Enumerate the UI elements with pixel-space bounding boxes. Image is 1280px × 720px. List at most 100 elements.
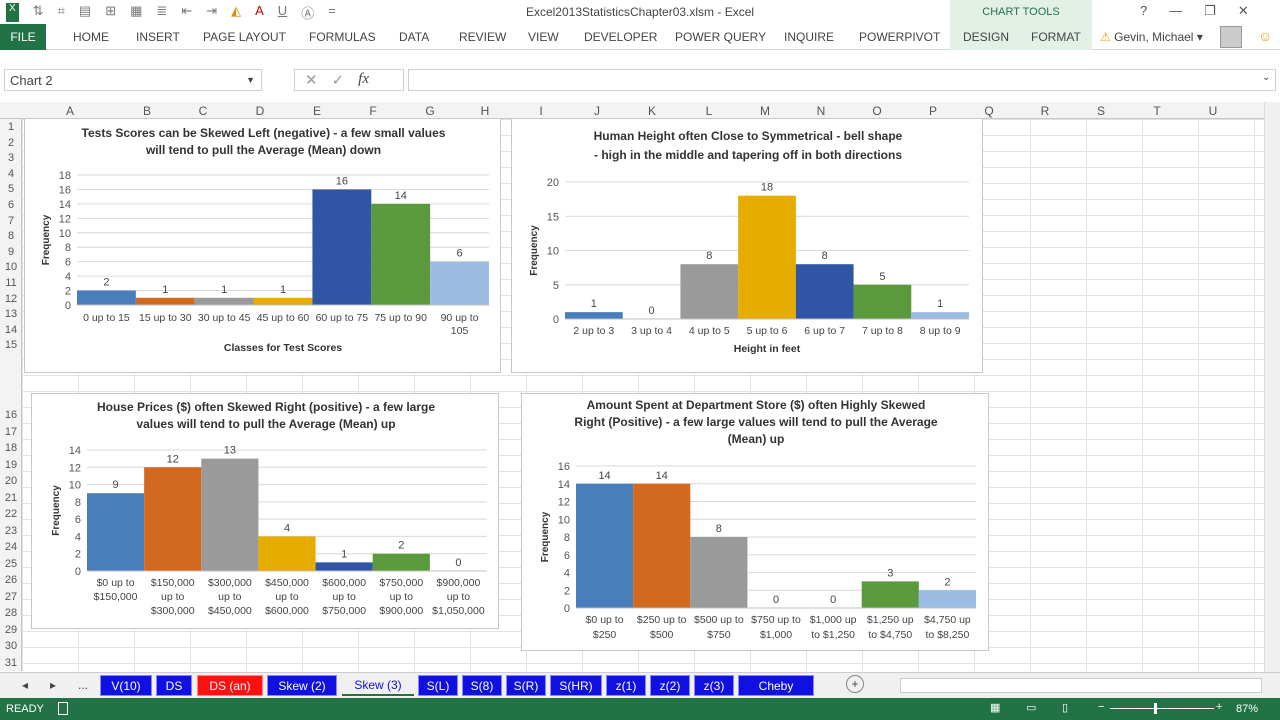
help-button[interactable]: ? <box>1140 3 1148 18</box>
row-header[interactable]: 4 <box>7 167 15 180</box>
row-header[interactable]: 24 <box>4 541 18 553</box>
sheet-tab[interactable]: DS (an) <box>197 675 263 696</box>
row-header[interactable]: 26 <box>4 574 18 586</box>
sheet-tab[interactable]: z(3) <box>694 675 734 696</box>
sheet-tab[interactable]: S(HR) <box>550 675 602 696</box>
row-header[interactable]: 12 <box>4 292 18 305</box>
formula-input[interactable] <box>408 69 1276 91</box>
column-header[interactable]: E <box>312 104 322 118</box>
row-header[interactable]: 31 <box>4 656 18 669</box>
row-header[interactable]: 7 <box>7 214 15 227</box>
record-icon[interactable]: Ⓐ <box>301 6 315 21</box>
row-header[interactable]: 3 <box>7 152 15 165</box>
tab-format[interactable]: FORMAT <box>1031 30 1081 44</box>
bar[interactable] <box>258 536 316 571</box>
row-header[interactable]: 9 <box>7 245 15 258</box>
row-header[interactable]: 5 <box>7 183 15 196</box>
sheet-tab[interactable]: S(R) <box>506 675 546 696</box>
tab-design[interactable]: DESIGN <box>963 30 1010 44</box>
column-header[interactable]: J <box>594 104 600 118</box>
tab-view[interactable]: VIEW <box>528 30 559 44</box>
bar[interactable] <box>576 483 634 608</box>
minimize-button[interactable]: — <box>1169 3 1183 18</box>
name-box[interactable]: Chart 2 ▼ <box>4 69 262 91</box>
bar[interactable] <box>371 203 431 305</box>
tab-powerpivot[interactable]: POWERPIVOT <box>859 30 941 44</box>
row-header[interactable]: 23 <box>4 524 18 537</box>
row-header[interactable]: 22 <box>4 508 18 520</box>
tab-data[interactable]: DATA <box>399 30 430 44</box>
sheet-tab[interactable]: Cheby <box>738 675 814 696</box>
chart-department-store[interactable]: Amount Spent at Department Store ($) oft… <box>521 393 989 651</box>
page-layout-view-icon[interactable]: ▭ <box>1026 702 1037 714</box>
bar[interactable] <box>430 261 489 305</box>
sheet-tab[interactable]: z(1) <box>606 675 646 696</box>
bar[interactable] <box>312 189 372 305</box>
bar[interactable] <box>144 467 202 571</box>
chart-human-height[interactable]: Human Height often Close to Symmetrical … <box>511 118 983 373</box>
row-header[interactable]: 2 <box>7 136 15 149</box>
row-header[interactable]: 11 <box>5 277 17 289</box>
sheet-tab[interactable]: V(10) <box>100 675 152 696</box>
indent-icon[interactable]: ⇤ <box>181 3 193 18</box>
tab-file[interactable]: FILE <box>0 24 46 50</box>
expand-formula-bar-icon[interactable]: ⌄ <box>1262 72 1271 83</box>
cancel-icon[interactable]: ✕ <box>305 72 318 89</box>
horizontal-scrollbar[interactable] <box>900 678 1262 693</box>
bar[interactable] <box>853 284 912 319</box>
column-header[interactable]: N <box>816 104 826 118</box>
column-header[interactable]: R <box>1040 104 1050 118</box>
column-header[interactable]: S <box>1096 104 1106 118</box>
tab-developer[interactable]: DEVELOPER <box>584 30 658 44</box>
normal-view-icon[interactable]: ▦ <box>990 702 1001 714</box>
enter-icon[interactable]: ✓ <box>331 72 345 89</box>
zoom-slider[interactable] <box>1110 703 1214 714</box>
column-header[interactable]: O <box>872 104 882 118</box>
row-header[interactable]: 30 <box>4 640 18 652</box>
row-header[interactable]: 19 <box>4 458 18 471</box>
column-header[interactable]: I <box>539 104 543 118</box>
column-header[interactable]: P <box>928 104 938 118</box>
column-header[interactable]: A <box>65 104 75 118</box>
bar[interactable] <box>738 195 796 319</box>
user-account[interactable]: ⚠ Gevin, Michael ▾ <box>1100 30 1203 44</box>
row-header[interactable]: 25 <box>4 557 18 570</box>
column-header[interactable]: B <box>142 104 152 118</box>
font-color-icon[interactable]: A <box>255 3 264 18</box>
row-header[interactable]: 28 <box>4 607 18 619</box>
tab-inquire[interactable]: INQUIRE <box>784 30 835 44</box>
chart-house-prices[interactable]: House Prices ($) often Skewed Right (pos… <box>31 393 499 629</box>
row-header[interactable]: 16 <box>4 409 18 421</box>
row-header[interactable]: 14 <box>4 323 18 336</box>
column-header[interactable]: K <box>647 104 657 118</box>
column-header[interactable]: M <box>760 104 770 118</box>
bar[interactable] <box>911 312 969 319</box>
bar[interactable] <box>690 537 748 608</box>
bar[interactable] <box>861 581 919 608</box>
page-break-view-icon[interactable]: ▯ <box>1062 702 1069 714</box>
row-header[interactable]: 17 <box>4 425 18 438</box>
zoom-level[interactable]: 87% <box>1236 703 1259 715</box>
sheet-tab[interactable]: z(2) <box>650 675 690 696</box>
column-header[interactable]: L <box>705 104 713 118</box>
sheet-tab[interactable]: S(8) <box>462 675 502 696</box>
tab-power-query[interactable]: POWER QUERY <box>675 30 767 44</box>
close-button[interactable]: ✕ <box>1237 3 1249 18</box>
macro-record-icon[interactable] <box>58 702 68 715</box>
column-header[interactable]: H <box>480 104 490 118</box>
insert-icon[interactable]: ⊞ <box>105 3 117 18</box>
bar[interactable] <box>253 297 313 305</box>
vertical-scrollbar[interactable] <box>1264 102 1280 672</box>
sort-icon[interactable]: ⇅ <box>32 3 44 18</box>
bar[interactable] <box>372 553 430 571</box>
add-sheet-button[interactable]: + <box>846 675 864 693</box>
tab-insert[interactable]: INSERT <box>136 30 180 44</box>
bar[interactable] <box>201 458 259 571</box>
bar[interactable] <box>795 264 854 319</box>
zoom-out-button[interactable]: − <box>1098 701 1105 713</box>
customize-icon[interactable]: = <box>328 3 336 18</box>
column-header[interactable]: G <box>425 104 435 118</box>
bar[interactable] <box>87 493 145 571</box>
bar[interactable] <box>135 297 195 305</box>
restore-button[interactable]: ❐ <box>1204 3 1216 18</box>
